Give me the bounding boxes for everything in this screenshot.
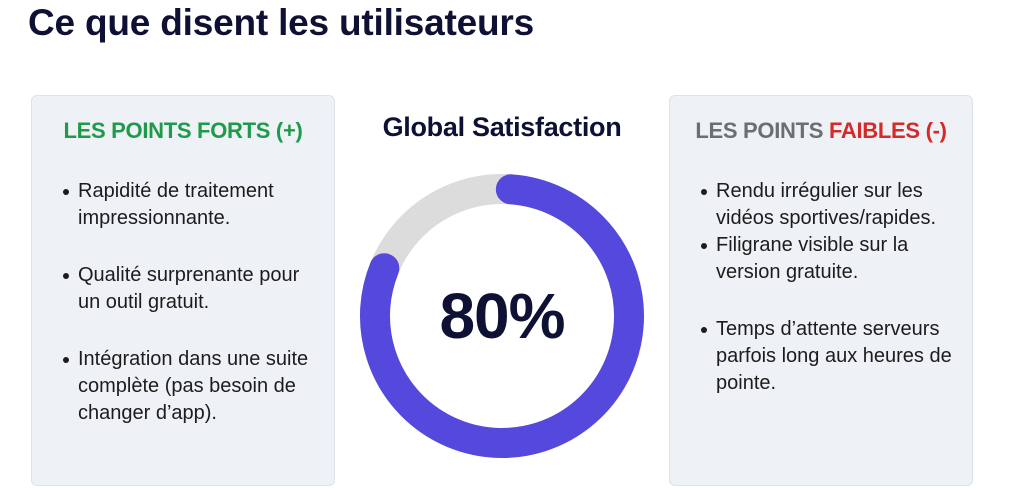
strength-item: Rapidité de traitement impressionnante.: [63, 178, 320, 232]
strength-item: Intégration dans une suite complète (pas…: [63, 346, 320, 427]
strengths-list: Rapidité de traitement impressionnante. …: [58, 178, 320, 457]
strengths-card: LES POINTS FORTS (+) Rapidité de traitem…: [31, 95, 335, 486]
gauge-fill-arc: [360, 174, 644, 458]
weakness-item: Filigrane visible sur la version gratuit…: [701, 232, 958, 286]
weaknesses-list: Rendu irrégulier sur les vidéos sportive…: [696, 178, 958, 397]
satisfaction-donut-chart: [360, 174, 644, 458]
page-title: Ce que disent les utilisateurs: [28, 2, 534, 43]
strength-item: Qualité surprenante pour un outil gratui…: [63, 262, 320, 316]
weaknesses-title-accent: FAIBLES (-): [828, 118, 947, 143]
strengths-title: LES POINTS FORTS (+): [63, 118, 303, 143]
weakness-item: Temps d’attente serveurs parfois long au…: [701, 316, 958, 397]
weakness-item: Rendu irrégulier sur les vidéos sportive…: [701, 178, 958, 232]
weaknesses-card: LES POINTS FAIBLES (-) Rendu irrégulier …: [669, 95, 973, 486]
weaknesses-title-prefix: LES POINTS: [695, 118, 829, 143]
weaknesses-title: LES POINTS FAIBLES (-): [670, 118, 972, 144]
gauge-value: 80%: [439, 280, 565, 352]
gauge-title: Global Satisfaction: [382, 112, 622, 142]
